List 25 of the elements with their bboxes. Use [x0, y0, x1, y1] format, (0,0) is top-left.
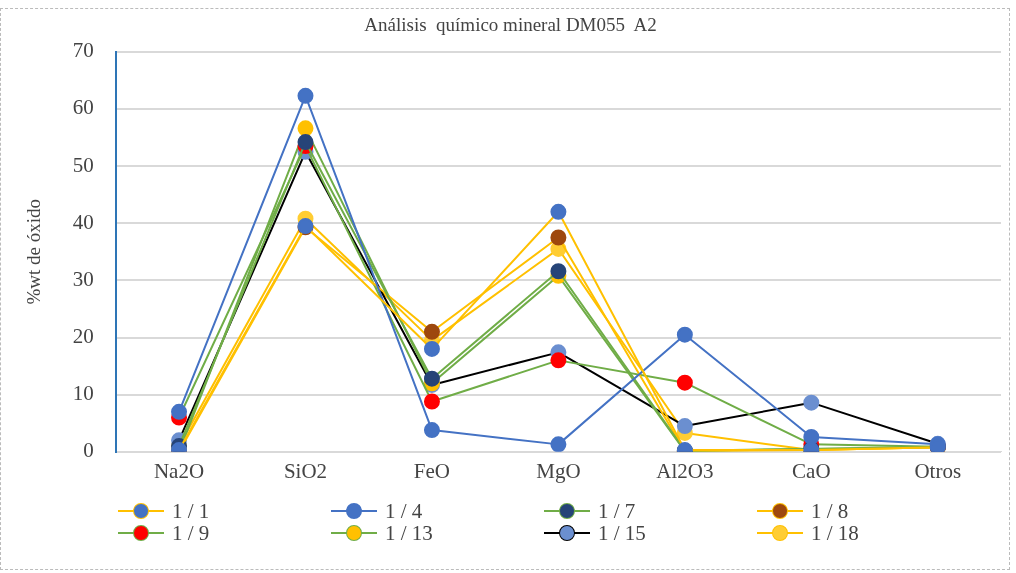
legend-label: 1 / 8 — [811, 498, 849, 523]
chart-title: Análisis químico mineral DM055 A2 — [364, 14, 657, 36]
x-tick-label: Na2O — [153, 458, 205, 483]
y-tick-label: 10 — [72, 381, 94, 406]
x-tick-label: MgO — [536, 458, 581, 483]
x-tick-label: CaO — [792, 458, 831, 483]
legend-label: 1 / 18 — [811, 520, 859, 545]
y-tick-label: 60 — [72, 95, 94, 120]
x-tick-label: FeO — [413, 458, 451, 483]
legend-label: 1 / 9 — [172, 520, 210, 545]
y-tick-label: 20 — [72, 324, 94, 349]
y-tick-label: 30 — [72, 266, 94, 291]
x-tick-label: Al2O3 — [656, 458, 714, 483]
legend-label: 1 / 7 — [598, 498, 636, 523]
x-tick-label: Otros — [914, 458, 962, 483]
y-tick-label: 40 — [72, 209, 94, 234]
y-tick-label: 0 — [83, 438, 94, 463]
y-axis-title: %wt de óxido — [23, 199, 45, 305]
legend-label: 1 / 13 — [385, 520, 433, 545]
y-tick-label: 70 — [72, 38, 94, 63]
legend-label: 1 / 4 — [385, 498, 423, 523]
y-tick-label: 50 — [72, 152, 94, 177]
legend-label: 1 / 15 — [598, 520, 646, 545]
x-tick-label: SiO2 — [283, 458, 328, 483]
legend-label: 1 / 1 — [172, 498, 210, 523]
